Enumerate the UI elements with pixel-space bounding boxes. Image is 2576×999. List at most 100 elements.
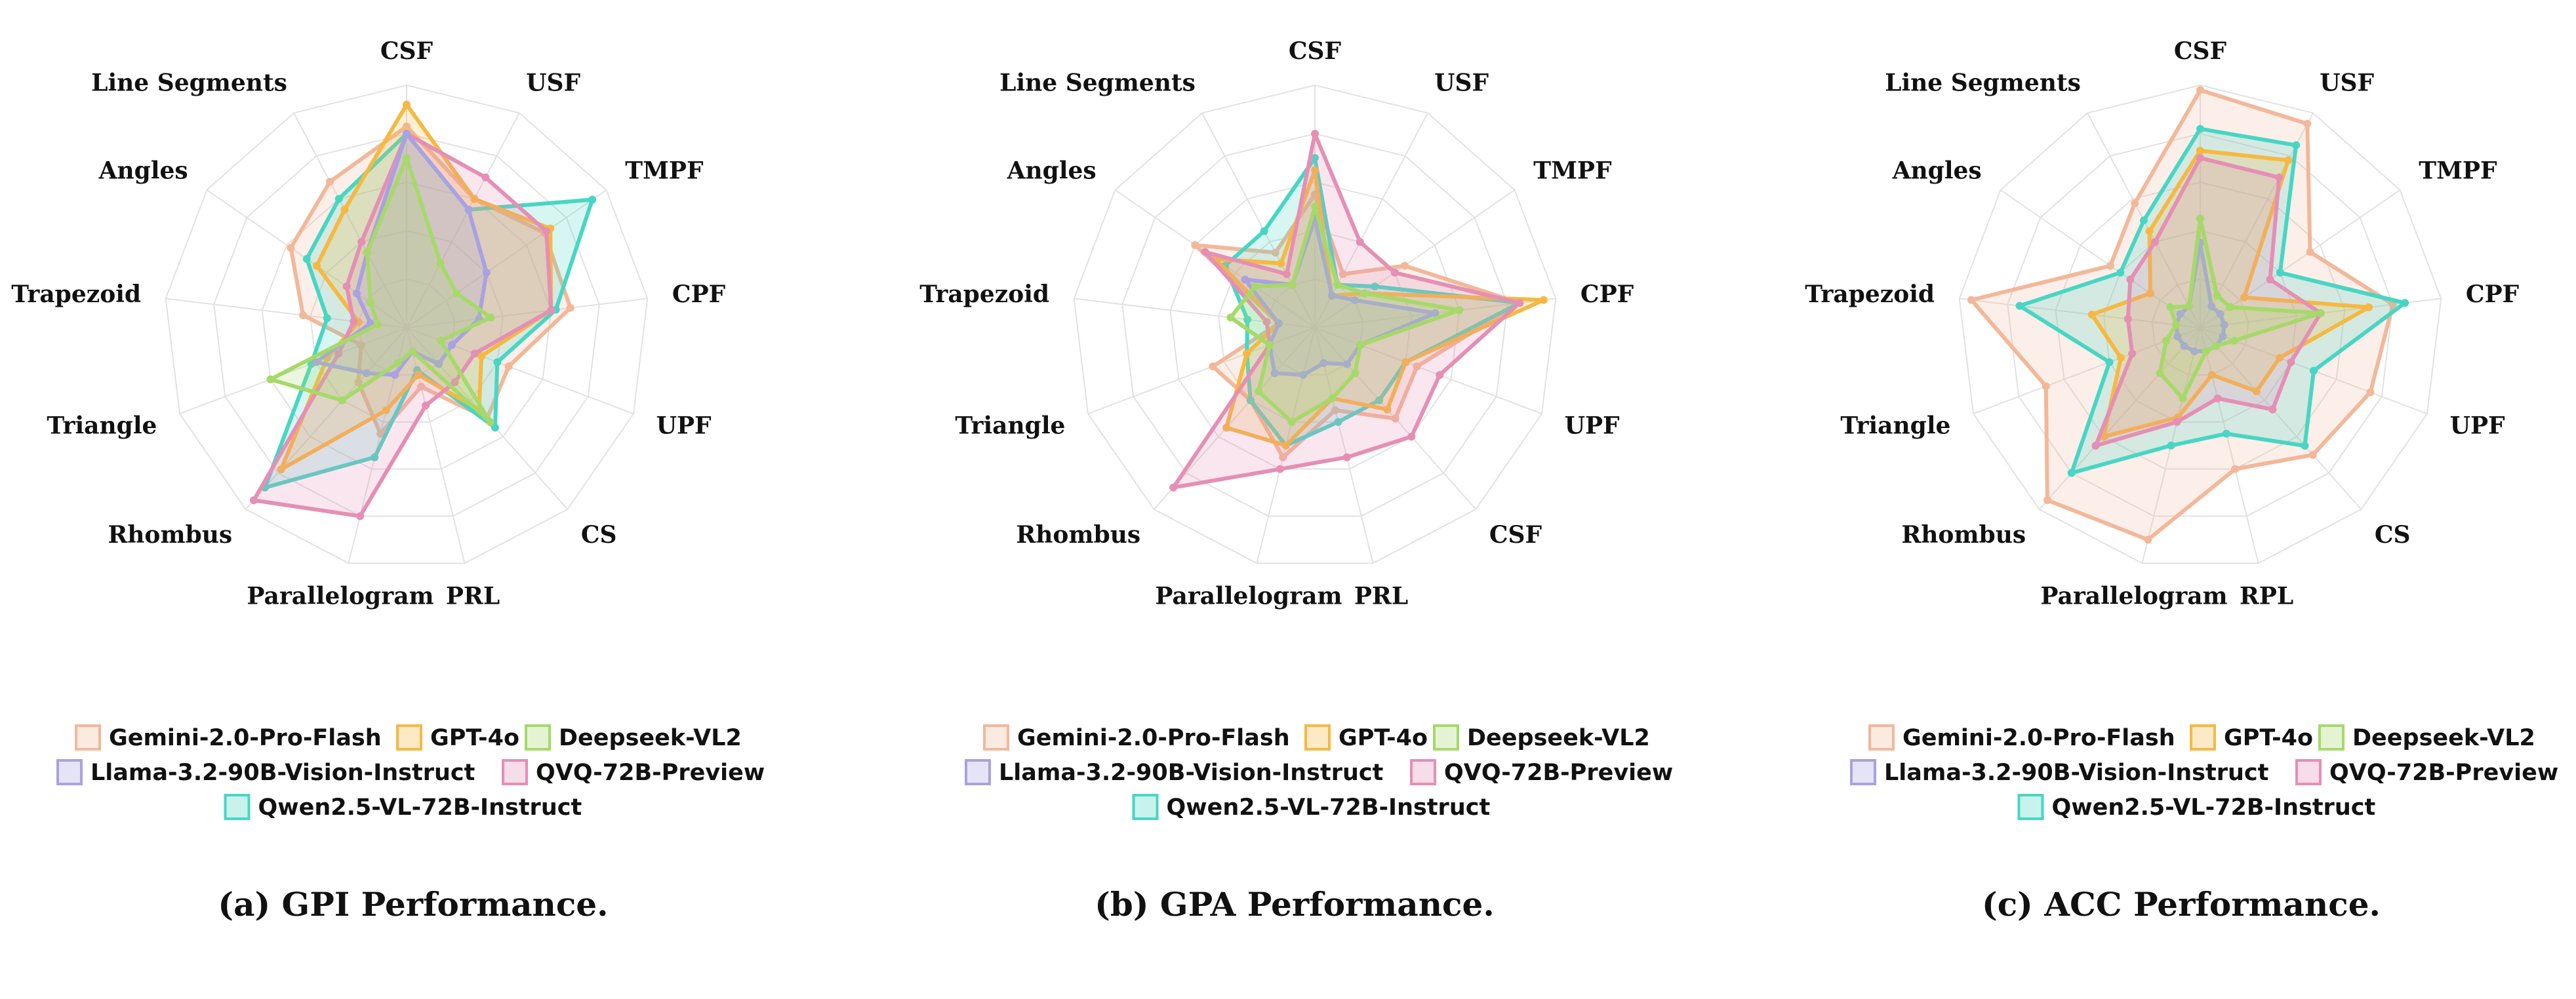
legend-swatch: [56, 759, 83, 785]
data-point: [2266, 275, 2274, 284]
data-point: [382, 406, 391, 414]
legend-swatch: [1132, 794, 1159, 820]
data-point: [1262, 318, 1271, 326]
grid-spoke: [406, 298, 648, 328]
data-point: [2146, 289, 2154, 298]
axis-label: UPF: [1565, 412, 1620, 440]
data-point: [566, 304, 574, 312]
data-point: [2067, 469, 2076, 477]
axis-label: Rhombus: [1901, 521, 2026, 549]
data-point: [2179, 394, 2187, 402]
legend-label: GPT-4o: [2224, 725, 2313, 751]
data-point: [1319, 359, 1328, 367]
data-point: [1169, 483, 1178, 492]
axis-label: Angles: [98, 157, 188, 184]
data-point: [542, 227, 551, 235]
legend-label: Deepseek-VL2: [559, 725, 742, 751]
data-point: [2196, 146, 2204, 155]
axis-label: PRL: [446, 583, 500, 610]
data-point: [367, 299, 375, 307]
data-point: [2116, 268, 2125, 277]
axis-label: Trapezoid: [11, 281, 141, 308]
data-point: [1191, 241, 1199, 249]
legend-label: Gemini-2.0-Pro-Flash: [1902, 725, 2175, 751]
legend-swatch: [1410, 759, 1436, 785]
grid-spoke: [2000, 189, 2201, 328]
data-point: [436, 336, 445, 345]
data-point: [1271, 248, 1279, 257]
grid-spoke: [1314, 112, 1428, 328]
axis-label: Rhombus: [1016, 521, 1140, 549]
data-point: [2366, 388, 2375, 397]
caption-gpi: (a) GPI Performance.: [218, 885, 609, 924]
data-point: [266, 375, 275, 383]
data-point: [1246, 396, 1255, 404]
axis-label: Parallelogram: [247, 583, 433, 610]
axis-label: Line Segments: [1885, 69, 2081, 96]
data-point: [1265, 341, 1274, 349]
legend-swatch: [1433, 724, 1459, 751]
data-point: [403, 100, 411, 109]
data-point: [2287, 358, 2295, 366]
grid-spoke: [406, 189, 607, 328]
data-point: [2126, 275, 2135, 284]
data-point: [504, 362, 513, 371]
legend-swatch: [396, 724, 422, 751]
axis-label: USF: [2320, 69, 2374, 96]
data-point: [2140, 216, 2148, 225]
data-point: [2190, 347, 2199, 355]
data-point: [299, 311, 308, 319]
data-point: [1276, 465, 1284, 473]
axis-label: CSF: [2174, 37, 2227, 65]
grid-ring: [310, 229, 504, 423]
data-point: [1401, 358, 1410, 366]
data-point: [1390, 268, 1399, 277]
grid-spoke: [165, 298, 407, 328]
legend-label: QVQ-72B-Preview: [1444, 760, 1673, 786]
data-point: [2167, 441, 2175, 450]
data-point: [2276, 353, 2284, 362]
grid-spoke: [2200, 327, 2362, 510]
legend-label: Deepseek-VL2: [1467, 725, 1650, 751]
data-point: [547, 306, 555, 315]
data-point: [470, 349, 479, 358]
grid-spoke: [179, 327, 407, 415]
data-point: [451, 378, 459, 387]
axis-label: CPF: [1580, 281, 1634, 308]
axis-label: Parallelogram: [2040, 583, 2227, 610]
legend-swatch: [1868, 724, 1895, 751]
data-point: [1260, 227, 1268, 235]
grid-ring: [2103, 229, 2297, 423]
data-point: [2144, 536, 2152, 544]
data-point: [354, 378, 363, 387]
data-point: [1401, 262, 1409, 270]
data-point: [1274, 319, 1283, 328]
data-point: [1299, 370, 1308, 379]
axis-label: Line Segments: [999, 69, 1196, 96]
data-point: [1311, 130, 1319, 138]
legend-swatch: [75, 724, 101, 751]
data-point: [2042, 382, 2050, 391]
legend-swatch: [2318, 724, 2345, 751]
data-point: [2207, 370, 2216, 379]
data-point: [1328, 394, 1337, 402]
axis-label: CPF: [672, 281, 726, 308]
axis-label: CPF: [2466, 281, 2520, 308]
data-point: [1226, 313, 1235, 322]
grid-spoke: [1314, 327, 1374, 564]
data-point: [338, 396, 346, 404]
data-point: [414, 370, 422, 379]
grid-spoke: [1314, 189, 1516, 328]
data-point: [2123, 315, 2132, 323]
data-point: [2196, 86, 2204, 94]
data-point: [1277, 259, 1285, 267]
caption-gpa: (b) GPA Performance.: [1095, 885, 1495, 924]
data-point: [1351, 369, 1359, 378]
legend-label: Gemini-2.0-Pro-Flash: [109, 725, 382, 751]
data-point: [1241, 275, 1249, 284]
grid-spoke: [406, 327, 634, 415]
axis-label: CSF: [1289, 37, 1342, 65]
legend: Gemini-2.0-Pro-Flash GPT-4o Deepseek-VL2 Ll…: [56, 724, 765, 821]
series-area: [1213, 168, 1546, 448]
